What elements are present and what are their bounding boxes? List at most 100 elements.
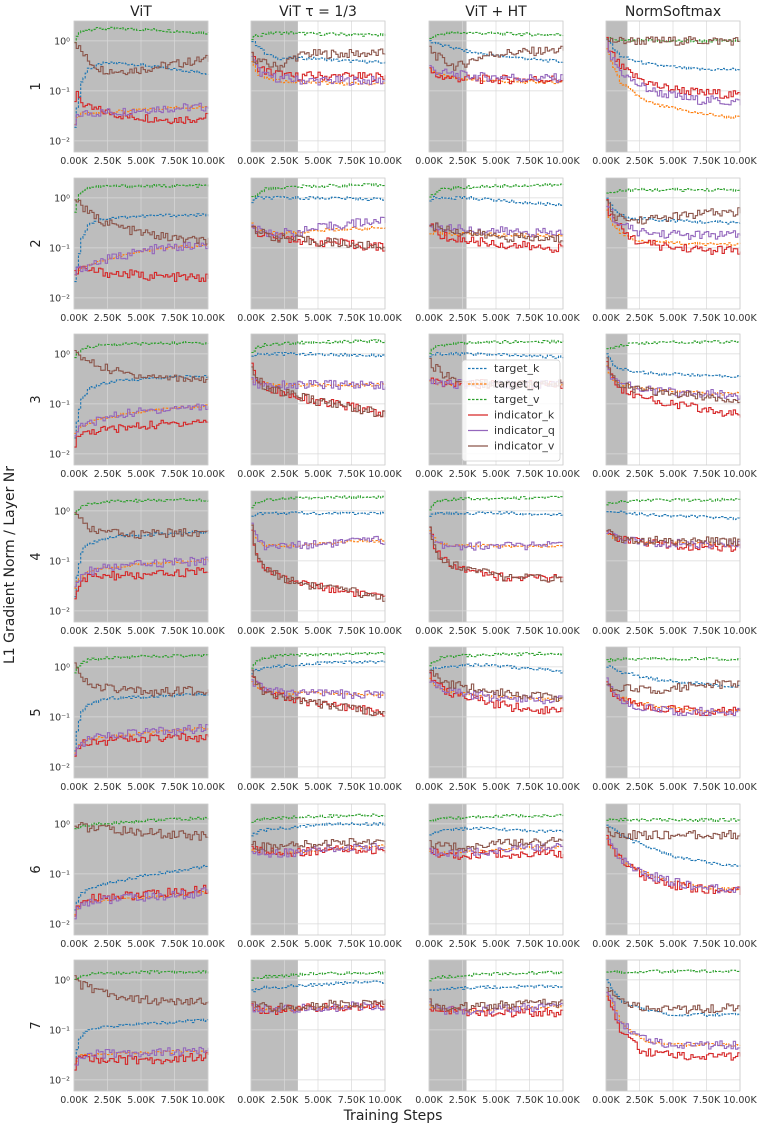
series-indicator_k xyxy=(606,681,741,716)
x-tick-label: 5.00K xyxy=(482,1095,510,1106)
series-indicator_k xyxy=(74,90,209,125)
x-tick-label: 10.00K xyxy=(368,156,402,167)
x-tick-label: 2.50K xyxy=(626,626,654,637)
series-target_v xyxy=(74,498,209,515)
panel-frame xyxy=(428,803,564,936)
x-tick-label: 2.50K xyxy=(449,313,477,324)
y-tick-label: 10⁻¹ xyxy=(49,399,70,410)
x-tick-label: 7.50K xyxy=(338,1095,366,1106)
column-title-2: ViT + HT xyxy=(465,4,527,20)
warmup-shade xyxy=(251,334,298,465)
x-tick-label: 5.00K xyxy=(127,782,155,793)
series-target_q xyxy=(606,48,741,119)
x-tick-label: 0.00K xyxy=(60,626,88,637)
warmup-shade xyxy=(429,178,467,309)
series-indicator_q xyxy=(429,680,564,705)
x-tick-label: 2.50K xyxy=(94,626,122,637)
x-tick-label: 10.00K xyxy=(723,156,757,167)
series-indicator_q xyxy=(606,205,741,240)
legend-label-indicator_k: indicator_k xyxy=(494,409,555,422)
series-indicator_v xyxy=(74,975,209,1006)
x-tick-label: 10.00K xyxy=(368,939,402,950)
warmup-shade xyxy=(251,178,298,309)
x-tick-label: 10.00K xyxy=(546,939,580,950)
x-tick-label: 2.50K xyxy=(271,1095,299,1106)
panel-frame xyxy=(428,646,564,779)
series-target_k xyxy=(606,824,741,867)
x-tick-label: 5.00K xyxy=(659,782,687,793)
series-target_v xyxy=(429,651,564,667)
x-tick-label: 10.00K xyxy=(546,156,580,167)
series-indicator_q xyxy=(74,102,209,126)
series-indicator_q xyxy=(74,1046,209,1066)
panel-frame xyxy=(73,959,209,1092)
panel-frame xyxy=(605,646,741,779)
series-target_v xyxy=(74,26,209,43)
series-target_k xyxy=(606,665,741,688)
x-tick-label: 7.50K xyxy=(338,939,366,950)
series-indicator_v xyxy=(606,679,741,694)
series-indicator_v xyxy=(429,222,564,243)
series-indicator_k xyxy=(74,732,209,757)
series-target_k xyxy=(251,195,386,204)
panel-frame xyxy=(605,803,741,936)
x-tick-label: 7.50K xyxy=(161,939,189,950)
series-indicator_q xyxy=(251,679,386,700)
series-target_v xyxy=(429,813,564,822)
series-indicator_q xyxy=(74,723,209,756)
warmup-shade xyxy=(251,21,298,152)
x-tick-label: 5.00K xyxy=(659,939,687,950)
x-tick-label: 0.00K xyxy=(592,313,620,324)
panel-r1-c3: 0.00K 2.50K 5.00K 7.50K 10.00K xyxy=(592,20,757,167)
series-target_k xyxy=(251,822,386,837)
series-target_k xyxy=(429,351,564,359)
panel-frame xyxy=(250,959,386,1092)
x-tick-label: 2.50K xyxy=(94,313,122,324)
x-tick-label: 5.00K xyxy=(482,156,510,167)
series-target_k xyxy=(251,40,386,64)
series-indicator_k xyxy=(429,848,564,860)
x-tick-label: 2.50K xyxy=(271,313,299,324)
y-tick-label: 10⁻² xyxy=(49,449,70,460)
series-indicator_v xyxy=(606,36,741,46)
x-tick-label: 0.00K xyxy=(415,156,443,167)
series-target_k xyxy=(429,40,564,64)
panel-r4-c2: 0.00K 2.50K 5.00K 7.50K 10.00K xyxy=(415,490,580,637)
series-target_v xyxy=(606,817,741,822)
x-tick-label: 10.00K xyxy=(723,469,757,480)
x-tick-label: 2.50K xyxy=(626,782,654,793)
panel-frame xyxy=(428,959,564,1092)
x-tick-label: 7.50K xyxy=(338,313,366,324)
series-indicator_q xyxy=(74,241,209,276)
panel-r3-c1: 0.00K 2.50K 5.00K 7.50K 10.00K xyxy=(237,333,402,480)
x-tick-label: 10.00K xyxy=(191,626,225,637)
x-tick-label: 7.50K xyxy=(693,156,721,167)
series-target_v xyxy=(606,187,741,194)
panel-r6-c0: 0.00K 2.50K 5.00K 7.50K 10.00K 10⁻² 10⁻¹ 10⁰ xyxy=(49,803,225,950)
panel-r6-c2: 0.00K 2.50K 5.00K 7.50K 10.00K xyxy=(415,803,580,950)
x-tick-label: 7.50K xyxy=(161,626,189,637)
series-target_v xyxy=(74,816,209,830)
row-labels: 1 2 3 4 5 6 7 xyxy=(29,82,44,1029)
row-label-2: 2 xyxy=(29,239,44,247)
x-tick-label: 0.00K xyxy=(415,469,443,480)
series-target_q xyxy=(74,404,209,435)
x-tick-label: 5.00K xyxy=(304,313,332,324)
series-indicator_q xyxy=(429,533,564,551)
x-tick-label: 2.50K xyxy=(626,313,654,324)
x-tick-label: 2.50K xyxy=(449,626,477,637)
series-indicator_k xyxy=(606,36,741,99)
series-target_k xyxy=(429,984,564,991)
series-indicator_v xyxy=(74,822,209,841)
warmup-shade xyxy=(251,804,298,935)
series-indicator_v xyxy=(251,366,386,418)
x-tick-label: 7.50K xyxy=(161,1095,189,1106)
x-tick-label: 5.00K xyxy=(304,156,332,167)
x-tick-label: 0.00K xyxy=(237,1095,265,1106)
panel-frame xyxy=(428,20,564,153)
series-target_k xyxy=(606,197,741,225)
x-tick-label: 0.00K xyxy=(415,313,443,324)
x-tick-label: 2.50K xyxy=(271,469,299,480)
x-tick-label: 7.50K xyxy=(338,626,366,637)
x-tick-label: 5.00K xyxy=(127,939,155,950)
